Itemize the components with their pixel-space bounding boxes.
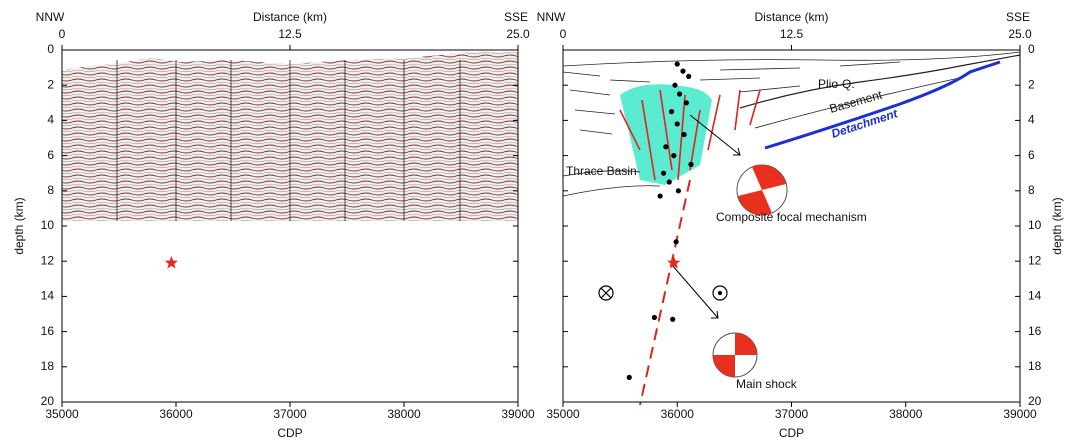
x-tick-label: 39000: [501, 407, 535, 421]
y-tick-label: 0: [47, 42, 54, 56]
slip-symbols: [598, 285, 728, 301]
y-tick-label: 6: [1028, 148, 1035, 162]
y-tick-label: 16: [1028, 324, 1042, 338]
earthquake: [688, 161, 694, 167]
top-tick-label: 0: [560, 27, 567, 41]
arrows: [671, 114, 741, 319]
earthquake: [675, 188, 681, 194]
y-tick-label: 14: [1028, 289, 1042, 303]
annotation: Plio-Q.: [818, 77, 855, 91]
top-axis-label: Distance (km): [754, 10, 828, 24]
detachment-line: [764, 60, 1001, 150]
y-tick-label: 8: [47, 183, 54, 197]
earthquake: [663, 144, 669, 150]
earthquake: [657, 193, 663, 199]
corner-label: SSE: [1006, 10, 1030, 24]
annotation: Main shock: [736, 377, 798, 391]
x-tick-label: 37000: [273, 407, 307, 421]
corner-label: NNW: [36, 10, 65, 24]
seismic-panel: [62, 52, 518, 221]
earthquake: [651, 314, 658, 321]
y-axis-label: depth (km): [12, 197, 26, 254]
y-tick-label: 4: [1028, 113, 1035, 127]
x-tick-label: 39000: [1003, 407, 1037, 421]
x-tick-label: 35000: [546, 407, 580, 421]
earthquake: [672, 82, 678, 88]
y-tick-label: 18: [41, 359, 55, 373]
top-tick-label: 0: [59, 27, 66, 41]
y-tick-label: 14: [41, 289, 55, 303]
y-tick-label: 2: [1028, 77, 1035, 91]
earthquake: [668, 109, 675, 115]
earthquake: [683, 100, 689, 106]
x-tick-label: 37000: [775, 407, 809, 421]
x-tick-label: 36000: [159, 407, 193, 421]
main-shock-star: [667, 256, 681, 269]
earthquake: [671, 153, 677, 159]
earthquake: [626, 374, 632, 380]
reflectors: [562, 51, 1021, 197]
y-tick-label: 18: [1028, 359, 1042, 373]
corner-label: NNW: [537, 10, 566, 24]
x-tick-label: 38000: [889, 407, 923, 421]
interpretation-panel: [562, 51, 1021, 406]
y-tick-label: 16: [41, 324, 55, 338]
y-axis-label: depth (km): [1050, 197, 1064, 254]
annotation: Composite focal mechanism: [716, 210, 867, 224]
corner-label: SSE: [504, 10, 528, 24]
main-shock-star: [164, 256, 179, 269]
y-tick-label: 10: [41, 218, 55, 232]
y-tick-label: 4: [47, 113, 54, 127]
x-tick-label: 36000: [661, 407, 695, 421]
y-tick-label: 10: [1028, 218, 1042, 232]
x-axis-label: CDP: [277, 426, 302, 440]
top-tick-label: 25.0: [1008, 27, 1032, 41]
earthquake: [673, 239, 679, 245]
faults: [619, 89, 761, 406]
top-tick-label: 12.5: [278, 27, 302, 41]
earthquake: [686, 73, 692, 79]
seismic-lines: [116, 60, 461, 221]
y-tick-label: 2: [47, 77, 54, 91]
y-tick-label: 20: [1028, 394, 1042, 408]
y-tick-label: 20: [41, 394, 55, 408]
x-axis-label: CDP: [779, 426, 804, 440]
earthquake: [681, 131, 687, 138]
y-tick-label: 12: [1028, 253, 1042, 267]
x-tick-label: 35000: [45, 407, 79, 421]
earthquake: [674, 61, 680, 67]
earthquake: [670, 316, 676, 322]
earthquake: [676, 91, 683, 97]
annotation: Thrace Basin: [566, 164, 637, 178]
top-tick-label: 12.5: [780, 27, 804, 41]
focal-mechanisms: [712, 164, 788, 378]
y-tick-label: 0: [1028, 42, 1035, 56]
top-tick-label: 25.0: [506, 27, 530, 41]
earthquake: [666, 179, 672, 185]
y-tick-label: 8: [1028, 183, 1035, 197]
earthquake: [660, 170, 667, 176]
earthquake: [674, 121, 680, 127]
y-tick-label: 6: [47, 148, 54, 162]
x-tick-label: 38000: [387, 407, 421, 421]
earthquake: [680, 68, 686, 74]
top-axis-label: Distance (km): [253, 10, 327, 24]
y-tick-label: 12: [41, 253, 55, 267]
